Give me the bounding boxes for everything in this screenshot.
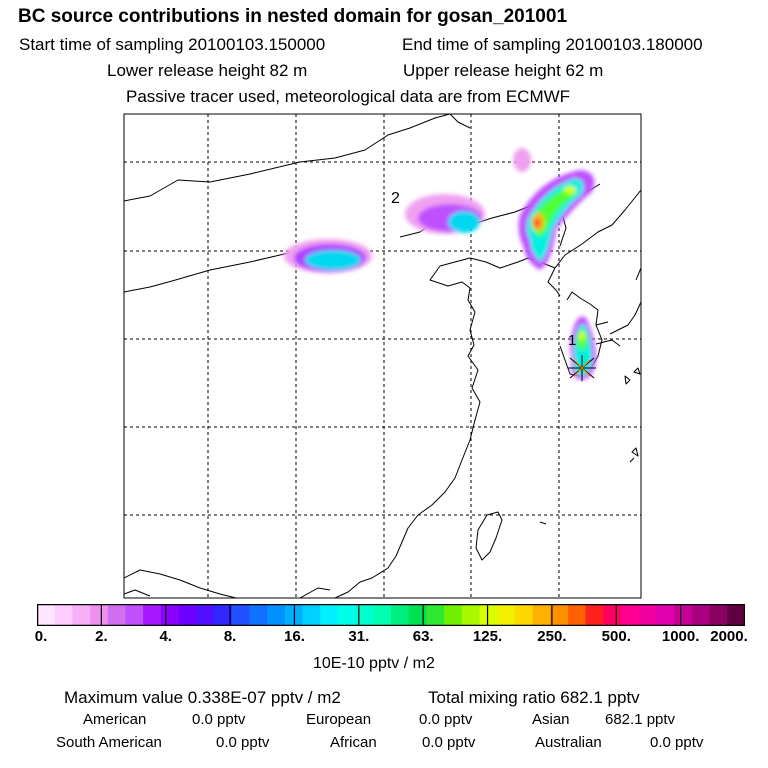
colorbar-swatch [391,604,410,626]
plume-ne-yellow [564,186,576,194]
colorbar-swatch [638,604,657,626]
colorbar-unit-label: 10E-10 pptv / m2 [313,655,435,672]
plume-northeast [513,148,595,270]
colorbar-tick-label: 31. [348,628,370,645]
point-2-label: 2 [391,190,400,207]
colorbar-swatch [532,604,551,626]
american-value: 0.0 pptv [192,711,246,728]
colorbar-swatch [125,604,144,626]
colorbar-swatch [302,604,321,626]
plume-ne-peak [534,219,540,227]
colorbar-swatch [214,604,233,626]
colorbar-swatch [178,604,197,626]
colorbar-swatch [691,604,711,626]
maximum-value-label: Maximum value 0.338E-07 pptv / m2 [64,688,341,707]
colorbar-swatch [143,604,162,626]
colorbar-tick-label: 0. [34,628,48,645]
colorbar-swatch [160,604,180,626]
colorbar-swatch [568,604,587,626]
australian-value: 0.0 pptv [650,734,704,751]
south-american-label: South American [56,734,162,751]
african-value: 0.0 pptv [422,734,476,751]
tracer-note: Passive tracer used, meteorological data… [126,87,571,106]
colorbar-swatch [497,604,516,626]
colorbar-swatch [656,604,675,626]
colorbar-swatch [426,604,445,626]
colorbar-swatch [674,604,693,626]
upper-release-label: Upper release height 62 m [403,61,604,80]
australian-label: Australian [535,734,602,751]
colorbar-tick-label: 500. [601,628,631,645]
end-time-label: End time of sampling 20100103.180000 [402,35,703,54]
south-american-value: 0.0 pptv [216,734,270,751]
colorbar-swatch [37,604,56,626]
colorbar-swatch [90,604,109,626]
gridlines [124,114,641,598]
total-mixing-ratio-label: Total mixing ratio 682.1 pptv [428,688,640,707]
colorbar-swatch [585,604,604,626]
colorbar [37,604,745,626]
colorbar-frame [37,604,745,626]
chart-title: BC source contributions in nested domain… [18,6,568,27]
colorbar-swatch [603,604,622,626]
colorbar-tick-label: 125. [472,628,503,645]
colorbar-swatch [54,604,73,626]
plume-west-core [305,250,361,270]
colorbar-tick-label: 8. [223,628,237,645]
colorbar-tick-label: 2000. [710,628,748,645]
colorbar-swatch [550,604,569,626]
colorbar-swatch [337,604,357,626]
colorbar-swatch [621,604,640,626]
plume-west [284,239,372,273]
release-point-marker [568,355,596,381]
colorbar-swatch [196,604,215,626]
colorbar-swatch [107,604,126,626]
plume-gosan-peak [579,331,585,341]
start-time-label: Start time of sampling 20100103.150000 [19,35,326,54]
colorbar-swatch [514,604,534,626]
asian-label: Asian [532,711,570,728]
colorbar-swatch [355,604,374,626]
colorbar-swatch [727,604,745,626]
colorbar-tick-label: 2. [95,628,108,645]
colorbar-swatch [373,604,392,626]
colorbar-swatch [461,604,480,626]
european-label: European [306,711,372,728]
plume-central [405,194,485,234]
colorbar-tick-label: 1000. [661,628,700,645]
american-label: American [83,711,147,728]
colorbar-swatch [479,604,498,626]
colorbar-tick-label: 250. [537,628,567,645]
colorbar-tick-label: 4. [159,628,172,645]
asian-value: 682.1 pptv [605,711,676,728]
colorbar-swatch [72,604,91,626]
colorbar-swatch [444,604,463,626]
map-frame [123,113,642,599]
colorbar-tick-label: 63. [412,628,434,645]
lower-release-label: Lower release height 82 m [107,61,308,80]
plume-central-core [448,211,480,233]
colorbar-swatch [408,604,427,626]
european-value: 0.0 pptv [419,711,473,728]
colorbar-swatch [709,604,728,626]
colorbar-swatch [231,604,250,626]
colorbar-swatch [267,604,286,626]
colorbar-swatch [249,604,268,626]
release-point-label: 1 [568,332,577,349]
colorbar-tick-label: 16. [284,628,305,645]
african-label: African [330,734,377,751]
colorbar-swatch [320,604,339,626]
plume-ne-small [513,148,531,172]
